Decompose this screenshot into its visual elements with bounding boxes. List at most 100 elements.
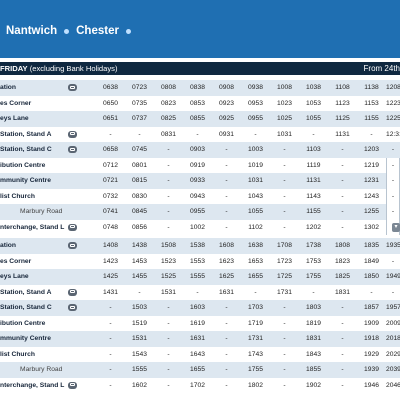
time-cell: 1055 <box>306 115 321 122</box>
time-cell: 1025 <box>277 115 292 122</box>
time-cell: - <box>225 381 228 389</box>
time-cell: 12:31 <box>386 130 400 138</box>
time-cell: - <box>109 130 112 138</box>
time-cell: 1002 <box>190 223 205 231</box>
table-row: Station, Stand C 0658 0745 - 0903 - 1003 - 1103 -… <box>0 142 400 158</box>
time-cell: 1850 <box>364 273 379 280</box>
time-cell: 1555 <box>190 273 205 280</box>
time-cell: - <box>167 223 170 231</box>
time-cell: - <box>109 381 112 389</box>
time-cell: 1455 <box>132 273 147 280</box>
time-cell: 1723 <box>277 257 292 265</box>
time-cell: 1023 <box>277 99 292 107</box>
route-banner: Nantwich Chester <box>0 0 400 58</box>
time-cell: 0830 <box>132 192 147 200</box>
time-cell: 1902 <box>306 381 321 389</box>
time-cell: 0923 <box>219 99 234 107</box>
time-cell: 1802 <box>248 381 263 389</box>
time-cell: 1808 <box>335 242 350 249</box>
time-cell: 1835 <box>364 242 379 249</box>
time-cell: - <box>225 335 228 342</box>
time-cell: 1638 <box>248 242 263 249</box>
time-cell: - <box>283 146 286 153</box>
time-cell: - <box>109 350 112 358</box>
time-cell: 1849 <box>364 257 379 265</box>
time-cell: 1655 <box>190 366 205 373</box>
time-cell: 0955 <box>248 115 263 122</box>
route-separator-dot <box>64 28 70 34</box>
time-cell: 1655 <box>248 273 263 280</box>
stop-name: nterchange, Stand L <box>0 381 65 389</box>
time-cell: - <box>283 381 286 389</box>
time-cell: 1803 <box>306 304 321 311</box>
time-cell: 1423 <box>103 257 118 265</box>
time-cell: 1623 <box>219 257 234 265</box>
time-cell: 0953 <box>248 99 263 107</box>
time-cell: 0933 <box>190 177 205 184</box>
time-cell: 1857 <box>364 304 379 311</box>
table-row: ibution Centre - 1519 - 1619 - 1719 - 1819 - 1909 2… <box>0 316 400 332</box>
time-cell: - <box>225 208 228 215</box>
table-row: list Church - 1543 - 1643 - 1743 - 1843 - 1929 2029 <box>0 347 400 363</box>
time-cell: 1425 <box>103 273 118 280</box>
time-cell: 1223 <box>386 99 400 107</box>
time-cell: 1738 <box>306 242 321 249</box>
time-cell: 1008 <box>277 84 292 91</box>
time-cell: - <box>341 146 344 153</box>
table-row: ation 0638 0723 0808 0838 0908 0938 1008 1038 110… <box>0 80 400 96</box>
chevron-down-icon[interactable]: ▾ <box>392 222 400 232</box>
time-cell: 1602 <box>132 381 147 389</box>
time-cell: - <box>341 335 344 342</box>
time-cell: 1003 <box>248 146 263 153</box>
time-cell: 2046 <box>386 381 400 389</box>
time-cell: - <box>341 192 344 200</box>
effective-date: From 24th <box>363 64 400 73</box>
time-cell: 0712 <box>103 161 118 169</box>
time-cell: - <box>341 223 344 231</box>
time-cell: 1255 <box>364 208 379 215</box>
stop-name: ation <box>0 242 16 249</box>
time-cell: 1553 <box>190 257 205 265</box>
time-cell: 0650 <box>103 99 118 107</box>
table-row: ation 1408 1438 1508 1538 1608 1638 1708 1738 180… <box>0 238 400 254</box>
time-cell: 1408 <box>103 242 118 249</box>
stop-name: ibution Centre <box>0 319 46 327</box>
bus-stop-icon <box>68 304 77 311</box>
time-cell: 1643 <box>190 350 205 358</box>
time-cell: - <box>167 366 170 373</box>
time-cell: - <box>386 204 400 220</box>
time-cell: 1231 <box>364 177 379 184</box>
route-town-2: Chester <box>76 25 119 37</box>
time-cell: - <box>391 288 395 296</box>
table-row: mmunity Centre 0721 0815-0933-1031-1131-12… <box>0 173 400 189</box>
time-cell: 1719 <box>248 319 263 327</box>
time-cell: - <box>283 366 286 373</box>
time-cell: 1753 <box>306 257 321 265</box>
time-cell: 1731 <box>248 335 263 342</box>
time-cell: 0845 <box>132 208 147 215</box>
time-cell: - <box>109 335 112 342</box>
bus-stop-icon <box>68 130 77 138</box>
stop-name: mmunity Centre <box>0 177 51 184</box>
time-cell: - <box>341 366 344 373</box>
time-cell: - <box>283 304 286 311</box>
day-band: FRIDAY (excluding Bank Holidays) From 24… <box>0 62 400 75</box>
time-cell: 1102 <box>248 223 263 231</box>
time-cell: - <box>225 350 228 358</box>
time-cell: 1131 <box>306 177 321 184</box>
day-name: FRIDAY <box>0 64 28 73</box>
stop-name: es Corner <box>0 99 32 107</box>
stop-name: list Church <box>0 192 35 200</box>
time-cell: - <box>225 161 228 169</box>
time-cell: 1519 <box>132 319 147 327</box>
stop-name: Marbury Road <box>0 362 62 378</box>
time-cell: 1935 <box>386 242 400 249</box>
bus-stop-icon <box>68 146 77 153</box>
table-row: eys Lane 0651 0737 0825 0855 0925 0955 1025 1055… <box>0 111 400 127</box>
time-cell: - <box>167 304 170 311</box>
time-cell: 1155 <box>306 208 321 215</box>
time-cell: 0903 <box>190 146 205 153</box>
time-cell: 1053 <box>306 99 321 107</box>
time-cell: 1119 <box>306 161 321 169</box>
table-row: Station, Stand C - 1503 - 1603 - 1703 - 1803 - 185… <box>0 300 400 316</box>
